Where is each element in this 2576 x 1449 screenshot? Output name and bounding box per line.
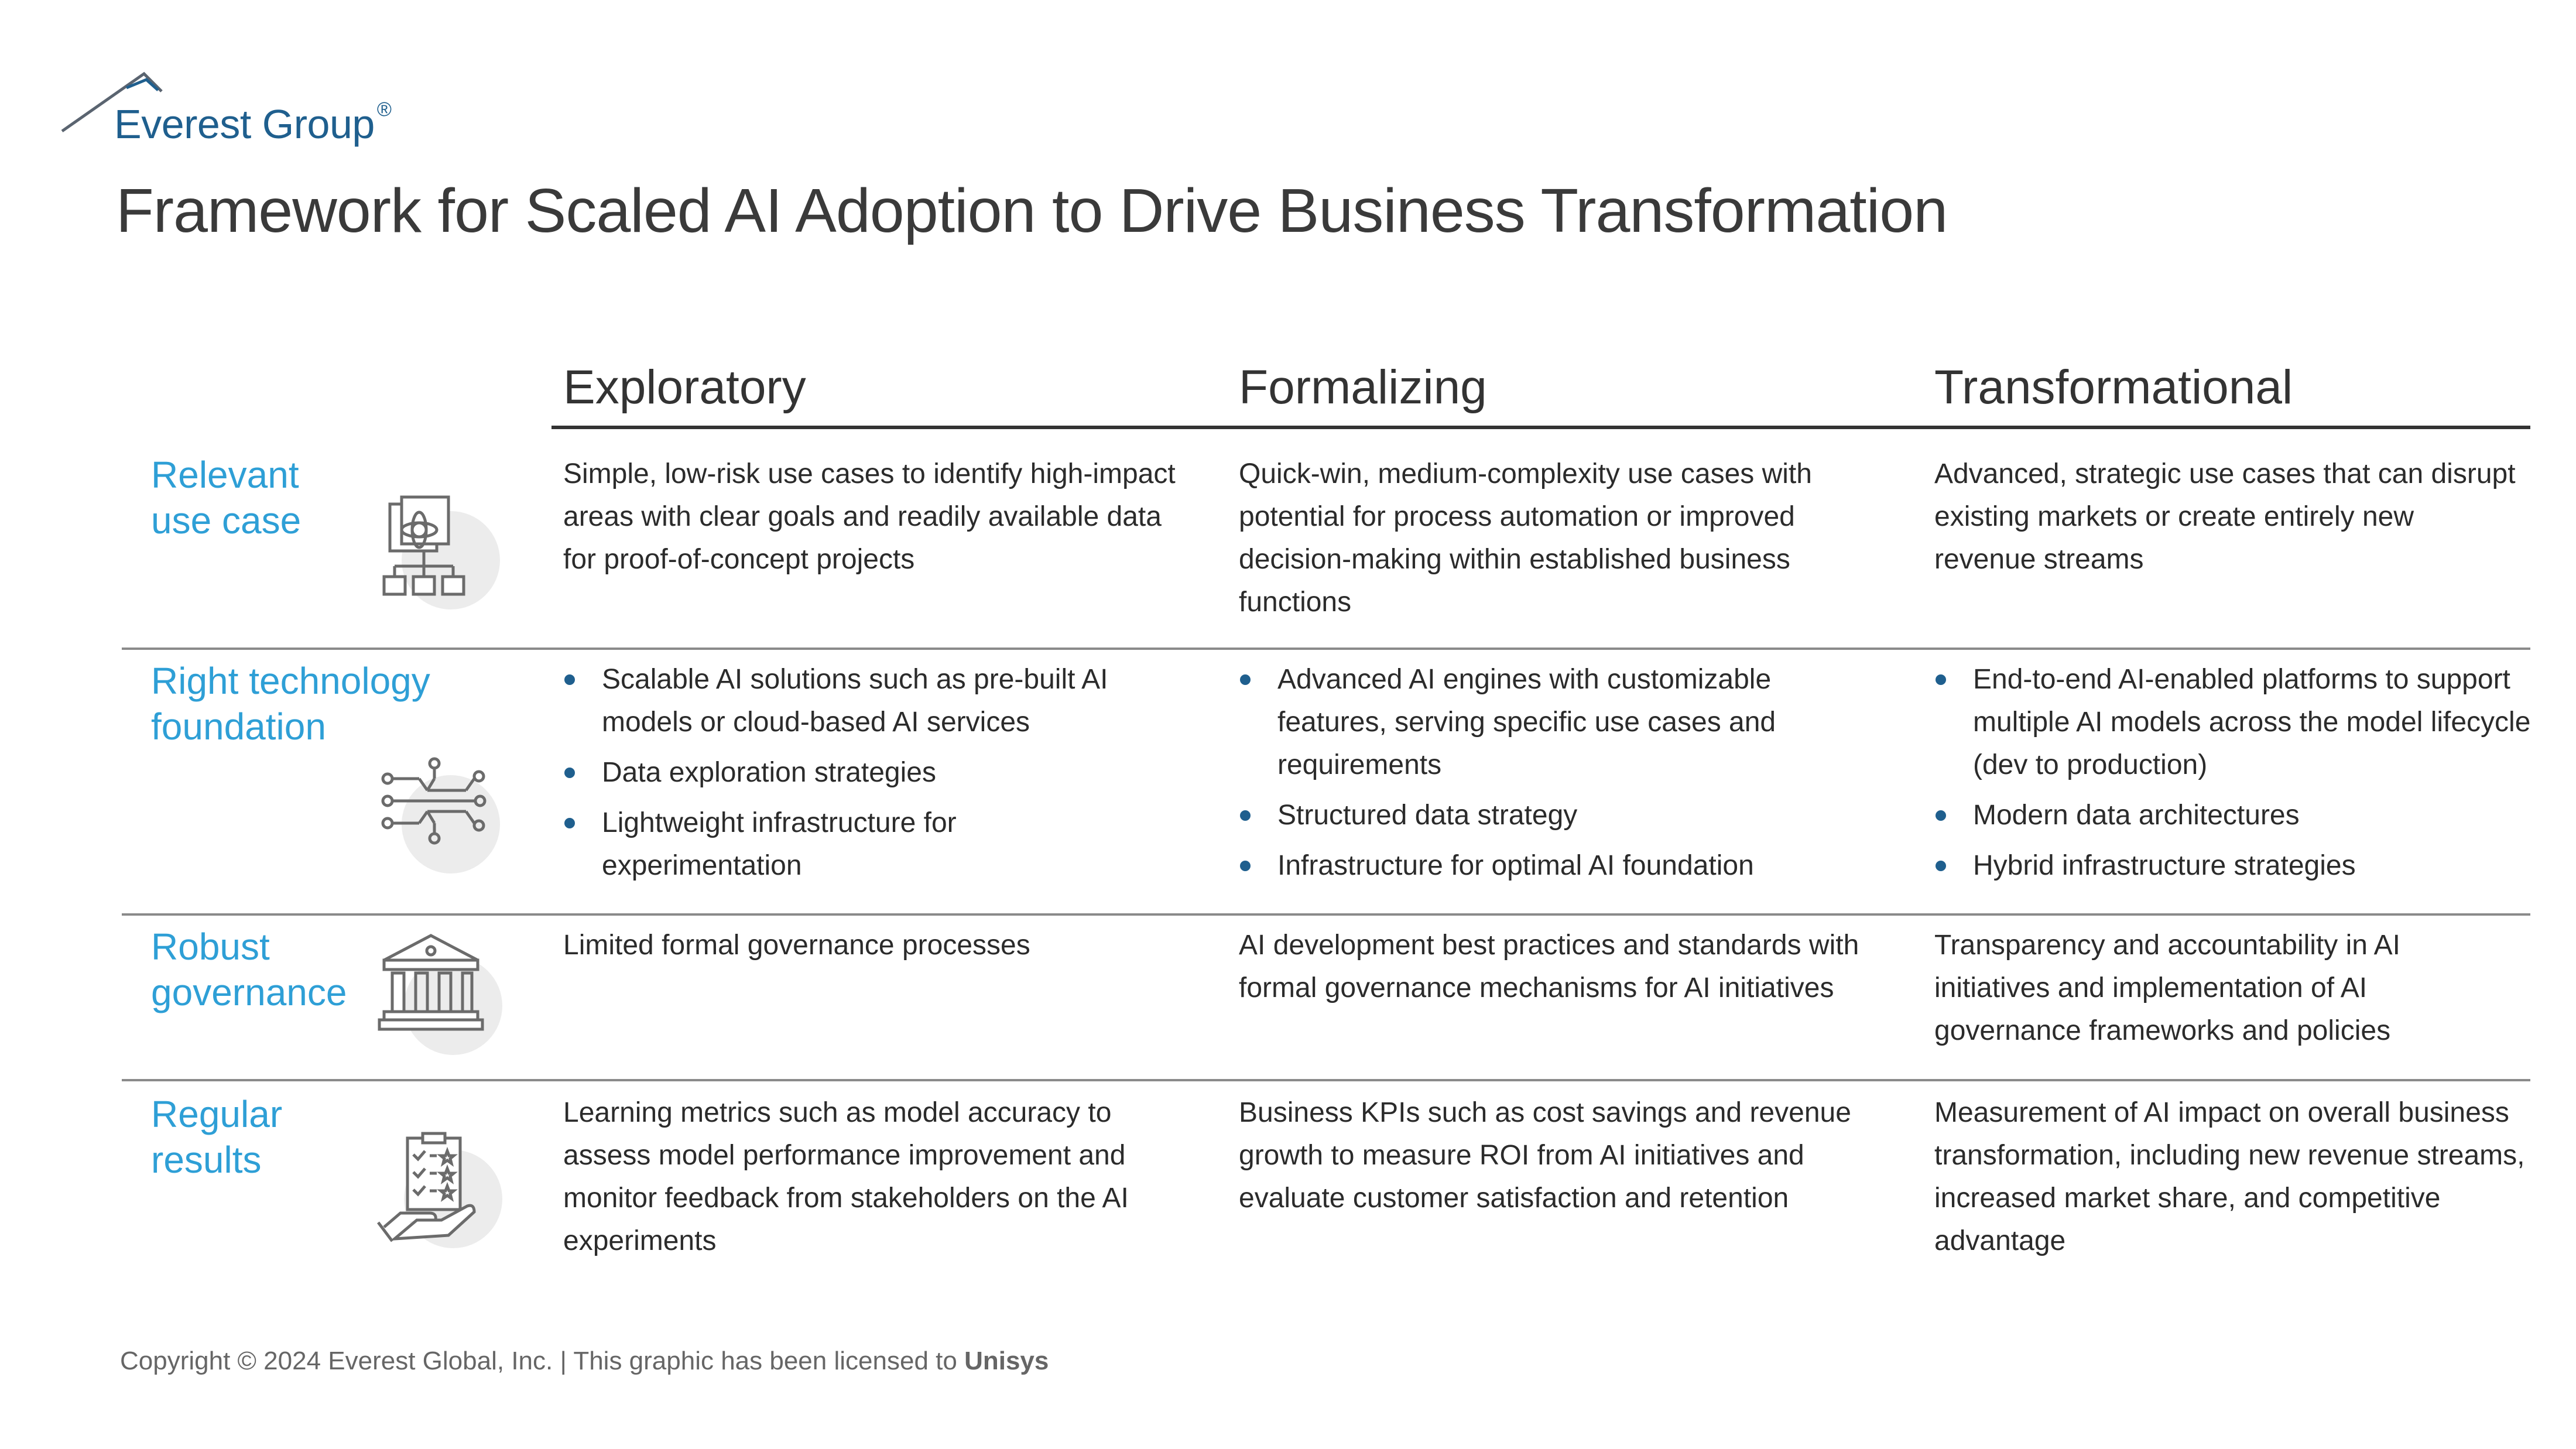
institution-building-icon bbox=[366, 918, 513, 1064]
header-rule bbox=[551, 426, 2530, 429]
cell-results-formalizing: Business KPIs such as cost savings and r… bbox=[1239, 1097, 1851, 1214]
list-item: End-to-end AI-enabled platforms to suppo… bbox=[1934, 658, 2532, 786]
cell-relevant-use-case-transformational: Advanced, strategic use cases that can d… bbox=[1934, 458, 2516, 575]
page-title: Framework for Scaled AI Adoption to Driv… bbox=[116, 176, 1948, 245]
checklist-hand-icon bbox=[366, 1124, 513, 1270]
copyright-footer: Copyright © 2024 Everest Global, Inc. | … bbox=[120, 1347, 1049, 1375]
use-case-flowchart-icon bbox=[366, 477, 513, 624]
row-divider bbox=[122, 1079, 2530, 1081]
list-item: Modern data architectures bbox=[1934, 794, 2532, 837]
column-header-exploratory: Exploratory bbox=[563, 361, 806, 414]
list-item: Data exploration strategies bbox=[563, 751, 1160, 794]
brand-name: Everest Group ® bbox=[114, 98, 392, 147]
row-label-relevant-use-case: Relevant use case bbox=[151, 454, 302, 542]
row-label-regular-results: Regular results bbox=[151, 1093, 283, 1181]
cell-technology-formalizing: Advanced AI engines with customizable fe… bbox=[1239, 658, 1859, 895]
cell-governance-exploratory: Limited formal governance processes bbox=[563, 930, 1030, 961]
cell-results-exploratory: Learning metrics such as model accuracy … bbox=[563, 1097, 1129, 1256]
cell-technology-exploratory: Scalable AI solutions such as pre-built … bbox=[563, 658, 1160, 895]
column-header-formalizing: Formalizing bbox=[1239, 361, 1487, 414]
list-item: Advanced AI engines with customizable fe… bbox=[1239, 658, 1859, 786]
cell-results-transformational: Measurement of AI impact on overall busi… bbox=[1934, 1097, 2525, 1256]
row-label-robust-governance: Robust governance bbox=[151, 926, 347, 1013]
list-item: Scalable AI solutions such as pre-built … bbox=[563, 658, 1160, 744]
row-divider bbox=[122, 913, 2530, 916]
list-item: Hybrid infrastructure strategies bbox=[1934, 844, 2532, 887]
mountain-peak-icon bbox=[61, 71, 163, 133]
list-item: Infrastructure for optimal AI foundation bbox=[1239, 844, 1859, 887]
cell-relevant-use-case-formalizing: Quick-win, medium-complexity use cases w… bbox=[1239, 458, 1812, 618]
licensee-name: Unisys bbox=[964, 1347, 1049, 1375]
list-item: Structured data strategy bbox=[1239, 794, 1859, 837]
circuit-icon bbox=[366, 744, 513, 890]
cell-governance-formalizing: AI development best practices and standa… bbox=[1239, 930, 1859, 1003]
cell-technology-transformational: End-to-end AI-enabled platforms to suppo… bbox=[1934, 658, 2532, 895]
row-divider bbox=[122, 648, 2530, 650]
cell-governance-transformational: Transparency and accountability in AI in… bbox=[1934, 930, 2401, 1046]
list-item: Lightweight infrastructure for experimen… bbox=[563, 801, 1160, 887]
cell-relevant-use-case-exploratory: Simple, low-risk use cases to identify h… bbox=[563, 458, 1176, 575]
everest-group-logo: Everest Group ® bbox=[59, 70, 422, 158]
column-header-transformational: Transformational bbox=[1934, 361, 2293, 414]
row-label-right-technology-foundation: Right technology foundation bbox=[151, 660, 430, 748]
